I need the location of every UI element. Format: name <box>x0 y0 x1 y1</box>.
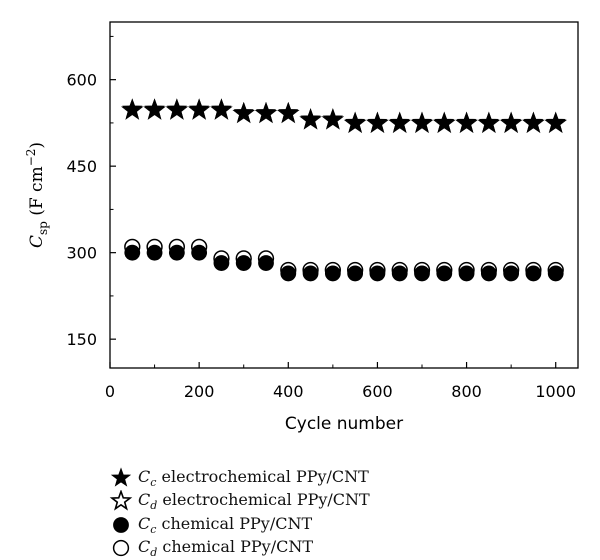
legend-subscript: c <box>150 475 157 489</box>
data-point-circle-filled <box>480 265 497 282</box>
data-point-circle-filled <box>436 265 453 282</box>
data-point-circle-filled <box>235 255 252 271</box>
data-point-star-filled <box>278 101 299 122</box>
legend-marker-circle-filled <box>113 516 129 533</box>
legend-item-cd-chemical: Cd chemical PPy/CNT <box>108 537 370 560</box>
y-axis-label: Csp (F cm−2) <box>24 142 50 248</box>
plot-frame <box>109 21 579 369</box>
series-star-filled <box>122 98 566 131</box>
legend-item-cd-electrochemical: Cd electrochemical PPy/CNT <box>108 490 370 514</box>
legend-symbol: C <box>138 537 151 557</box>
data-point-star-filled <box>122 98 143 118</box>
data-point-circle-filled <box>324 265 341 282</box>
x-tick-label: 0 <box>105 382 115 401</box>
data-point-star-filled <box>300 108 321 128</box>
data-point-star-filled <box>523 111 544 131</box>
legend-series-name: electrochemical PPy/CNT <box>161 466 369 486</box>
y-tick-label: 450 <box>66 157 97 176</box>
chart-canvas: 0 200 400 600 800 1000 150 300 450 600 Cycle num… <box>24 21 579 434</box>
x-tick-label: 600 <box>362 382 393 401</box>
x-tick-label: 800 <box>451 382 482 401</box>
open-circle-icon <box>112 540 130 557</box>
data-point-circle-filled <box>258 255 274 271</box>
y-axis-symbol: C <box>27 235 47 248</box>
data-point-star-filled <box>367 111 388 131</box>
x-axis-label: Cycle number <box>285 414 403 434</box>
data-point-circle-filled <box>146 244 163 261</box>
legend-symbol: C <box>138 513 151 533</box>
legend-label: Cc chemical PPy/CNT <box>138 514 312 536</box>
y-axis-unit: (F cm <box>27 166 47 215</box>
data-point-circle-filled <box>124 244 141 261</box>
data-point-star-filled <box>233 101 254 122</box>
data-point-circle-filled <box>414 265 430 282</box>
legend-item-cc-electrochemical: Cc electrochemical PPy/CNT <box>108 466 370 490</box>
filled-star-icon <box>110 467 132 487</box>
x-tick-label: 400 <box>273 382 304 401</box>
legend: Cc electrochemical PPy/CNT Cd electroche… <box>108 466 370 560</box>
legend-label: Cd chemical PPy/CNT <box>138 537 313 559</box>
legend-label: Cc electrochemical PPy/CNT <box>138 467 369 489</box>
y-tick-label: 300 <box>66 244 97 263</box>
y-axis: 150 300 450 600 <box>66 35 116 349</box>
data-point-circle-filled <box>458 265 475 282</box>
data-point-star-filled <box>344 111 366 131</box>
data-point-star-filled <box>456 111 477 131</box>
legend-series-name: chemical PPy/CNT <box>162 537 313 557</box>
data-point-circle-filled <box>547 265 564 282</box>
filled-circle-icon <box>113 516 129 533</box>
y-tick-label: 600 <box>66 71 97 90</box>
legend-marker-star-open <box>109 490 133 511</box>
data-point-circle-filled <box>525 265 542 282</box>
legend-symbol: C <box>138 466 151 486</box>
legend-subscript: c <box>150 522 157 536</box>
data-point-circle-filled <box>369 265 386 282</box>
data-point-star-filled <box>211 98 232 118</box>
legend-subscript: d <box>150 499 158 513</box>
data-point-circle-filled <box>213 255 230 271</box>
data-point-star-filled <box>545 111 566 131</box>
x-axis: 0 200 400 600 800 1000 <box>105 362 576 401</box>
data-point-circle-filled <box>280 265 297 282</box>
legend-label: Cd electrochemical PPy/CNT <box>138 490 370 512</box>
data-point-star-filled <box>188 98 210 118</box>
series-star-open <box>121 98 567 134</box>
y-axis-close: ) <box>27 142 47 149</box>
legend-item-cc-chemical: Cc chemical PPy/CNT <box>108 513 370 537</box>
data-point-star-filled <box>389 111 410 131</box>
legend-series-name: electrochemical PPy/CNT <box>162 490 370 510</box>
y-tick-label: 150 <box>66 330 97 349</box>
data-point-star-filled <box>478 111 500 131</box>
legend-marker-circle-open <box>112 540 130 557</box>
x-tick-label: 1000 <box>535 382 576 401</box>
data-point-circle-filled <box>503 265 520 282</box>
y-axis-superscript: −2 <box>24 149 38 167</box>
legend-marker-star-filled <box>110 467 132 487</box>
data-point-star-filled <box>144 98 165 118</box>
data-point-star-filled <box>411 111 433 131</box>
series-circle-filled <box>124 244 564 282</box>
data-point-star-filled <box>166 98 188 118</box>
data-point-star-filled <box>255 101 277 122</box>
legend-subscript: d <box>150 546 158 560</box>
data-point-star-filled <box>434 111 455 131</box>
x-tick-label: 200 <box>184 382 215 401</box>
data-point-circle-filled <box>168 244 185 261</box>
data-point-star-filled <box>322 108 344 128</box>
data-point-circle-filled <box>302 265 319 282</box>
data-point-circle-filled <box>191 244 208 261</box>
data-point-star-filled <box>500 111 522 131</box>
data-points <box>121 98 567 282</box>
open-star-icon <box>109 490 133 511</box>
data-point-circle-filled <box>391 265 408 282</box>
data-point-circle-filled <box>347 265 364 282</box>
legend-symbol: C <box>138 490 151 510</box>
series-circle-open <box>124 238 564 279</box>
y-axis-subscript: sp <box>36 221 50 235</box>
legend-series-name: chemical PPy/CNT <box>161 513 313 533</box>
